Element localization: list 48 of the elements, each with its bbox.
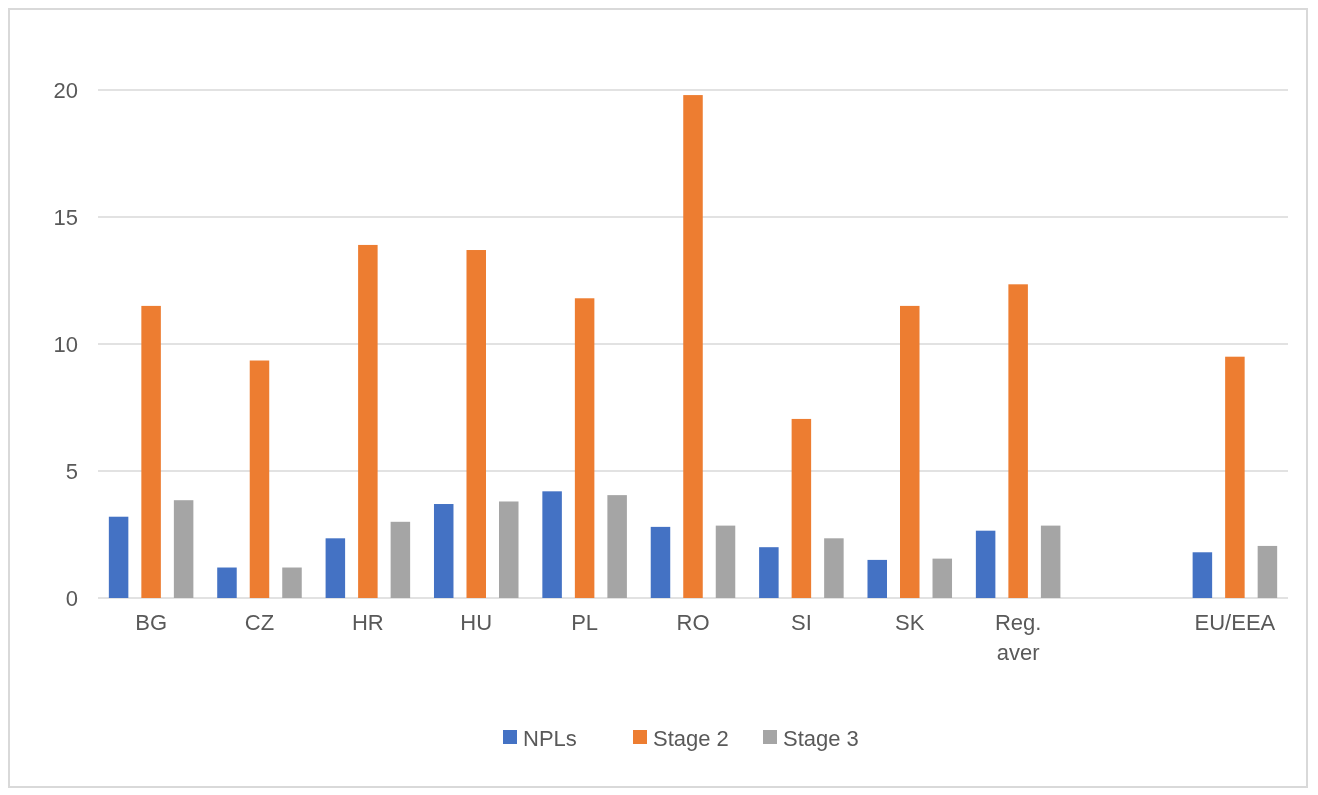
x-tick-label: BG [135, 610, 167, 635]
x-tick-label: HR [351, 610, 384, 635]
x-tick-label: EU/EEA [1194, 610, 1276, 635]
bar [867, 559, 887, 598]
legend-label: Stage 2 [653, 725, 729, 751]
bar [390, 521, 411, 598]
bar [141, 305, 161, 598]
bar [466, 250, 486, 598]
x-tick-label: SK [895, 610, 925, 635]
bar [499, 501, 519, 598]
y-tick-label: 20 [53, 77, 78, 103]
x-tick-label: PL [571, 610, 599, 635]
bar [1008, 284, 1028, 598]
bar [325, 538, 346, 598]
bar [932, 558, 953, 598]
x-tick-label: CZ [244, 610, 275, 635]
x-tick-label: HU [460, 610, 493, 635]
bar [1257, 545, 1278, 598]
y-tick-label: 15 [53, 204, 78, 230]
bar [358, 244, 378, 598]
bar [108, 516, 129, 598]
bar [542, 491, 562, 598]
bar [607, 495, 627, 598]
bar [433, 504, 454, 598]
y-tick-label: 0 [65, 585, 78, 611]
bar [173, 500, 194, 598]
bar [759, 547, 779, 598]
bar [715, 525, 736, 598]
bar [1225, 356, 1245, 598]
y-tick-label: 10 [53, 331, 78, 357]
legend-label: NPLs [523, 725, 577, 751]
y-tick-label: 5 [65, 458, 78, 484]
bar [650, 526, 671, 598]
x-tick-label: SI [790, 610, 812, 635]
bar [1192, 552, 1213, 598]
bar [574, 298, 595, 598]
legend-label: Stage 3 [783, 725, 859, 751]
x-tick-label: Reg. aver [994, 610, 1042, 665]
bar [900, 305, 920, 598]
bar [249, 360, 270, 598]
x-tick-label: RO [676, 610, 710, 635]
bar [683, 95, 703, 598]
bar [1040, 525, 1061, 598]
bar [217, 567, 237, 598]
bar [282, 567, 302, 598]
bar [975, 530, 996, 598]
bar [791, 418, 812, 598]
bar [824, 538, 844, 598]
